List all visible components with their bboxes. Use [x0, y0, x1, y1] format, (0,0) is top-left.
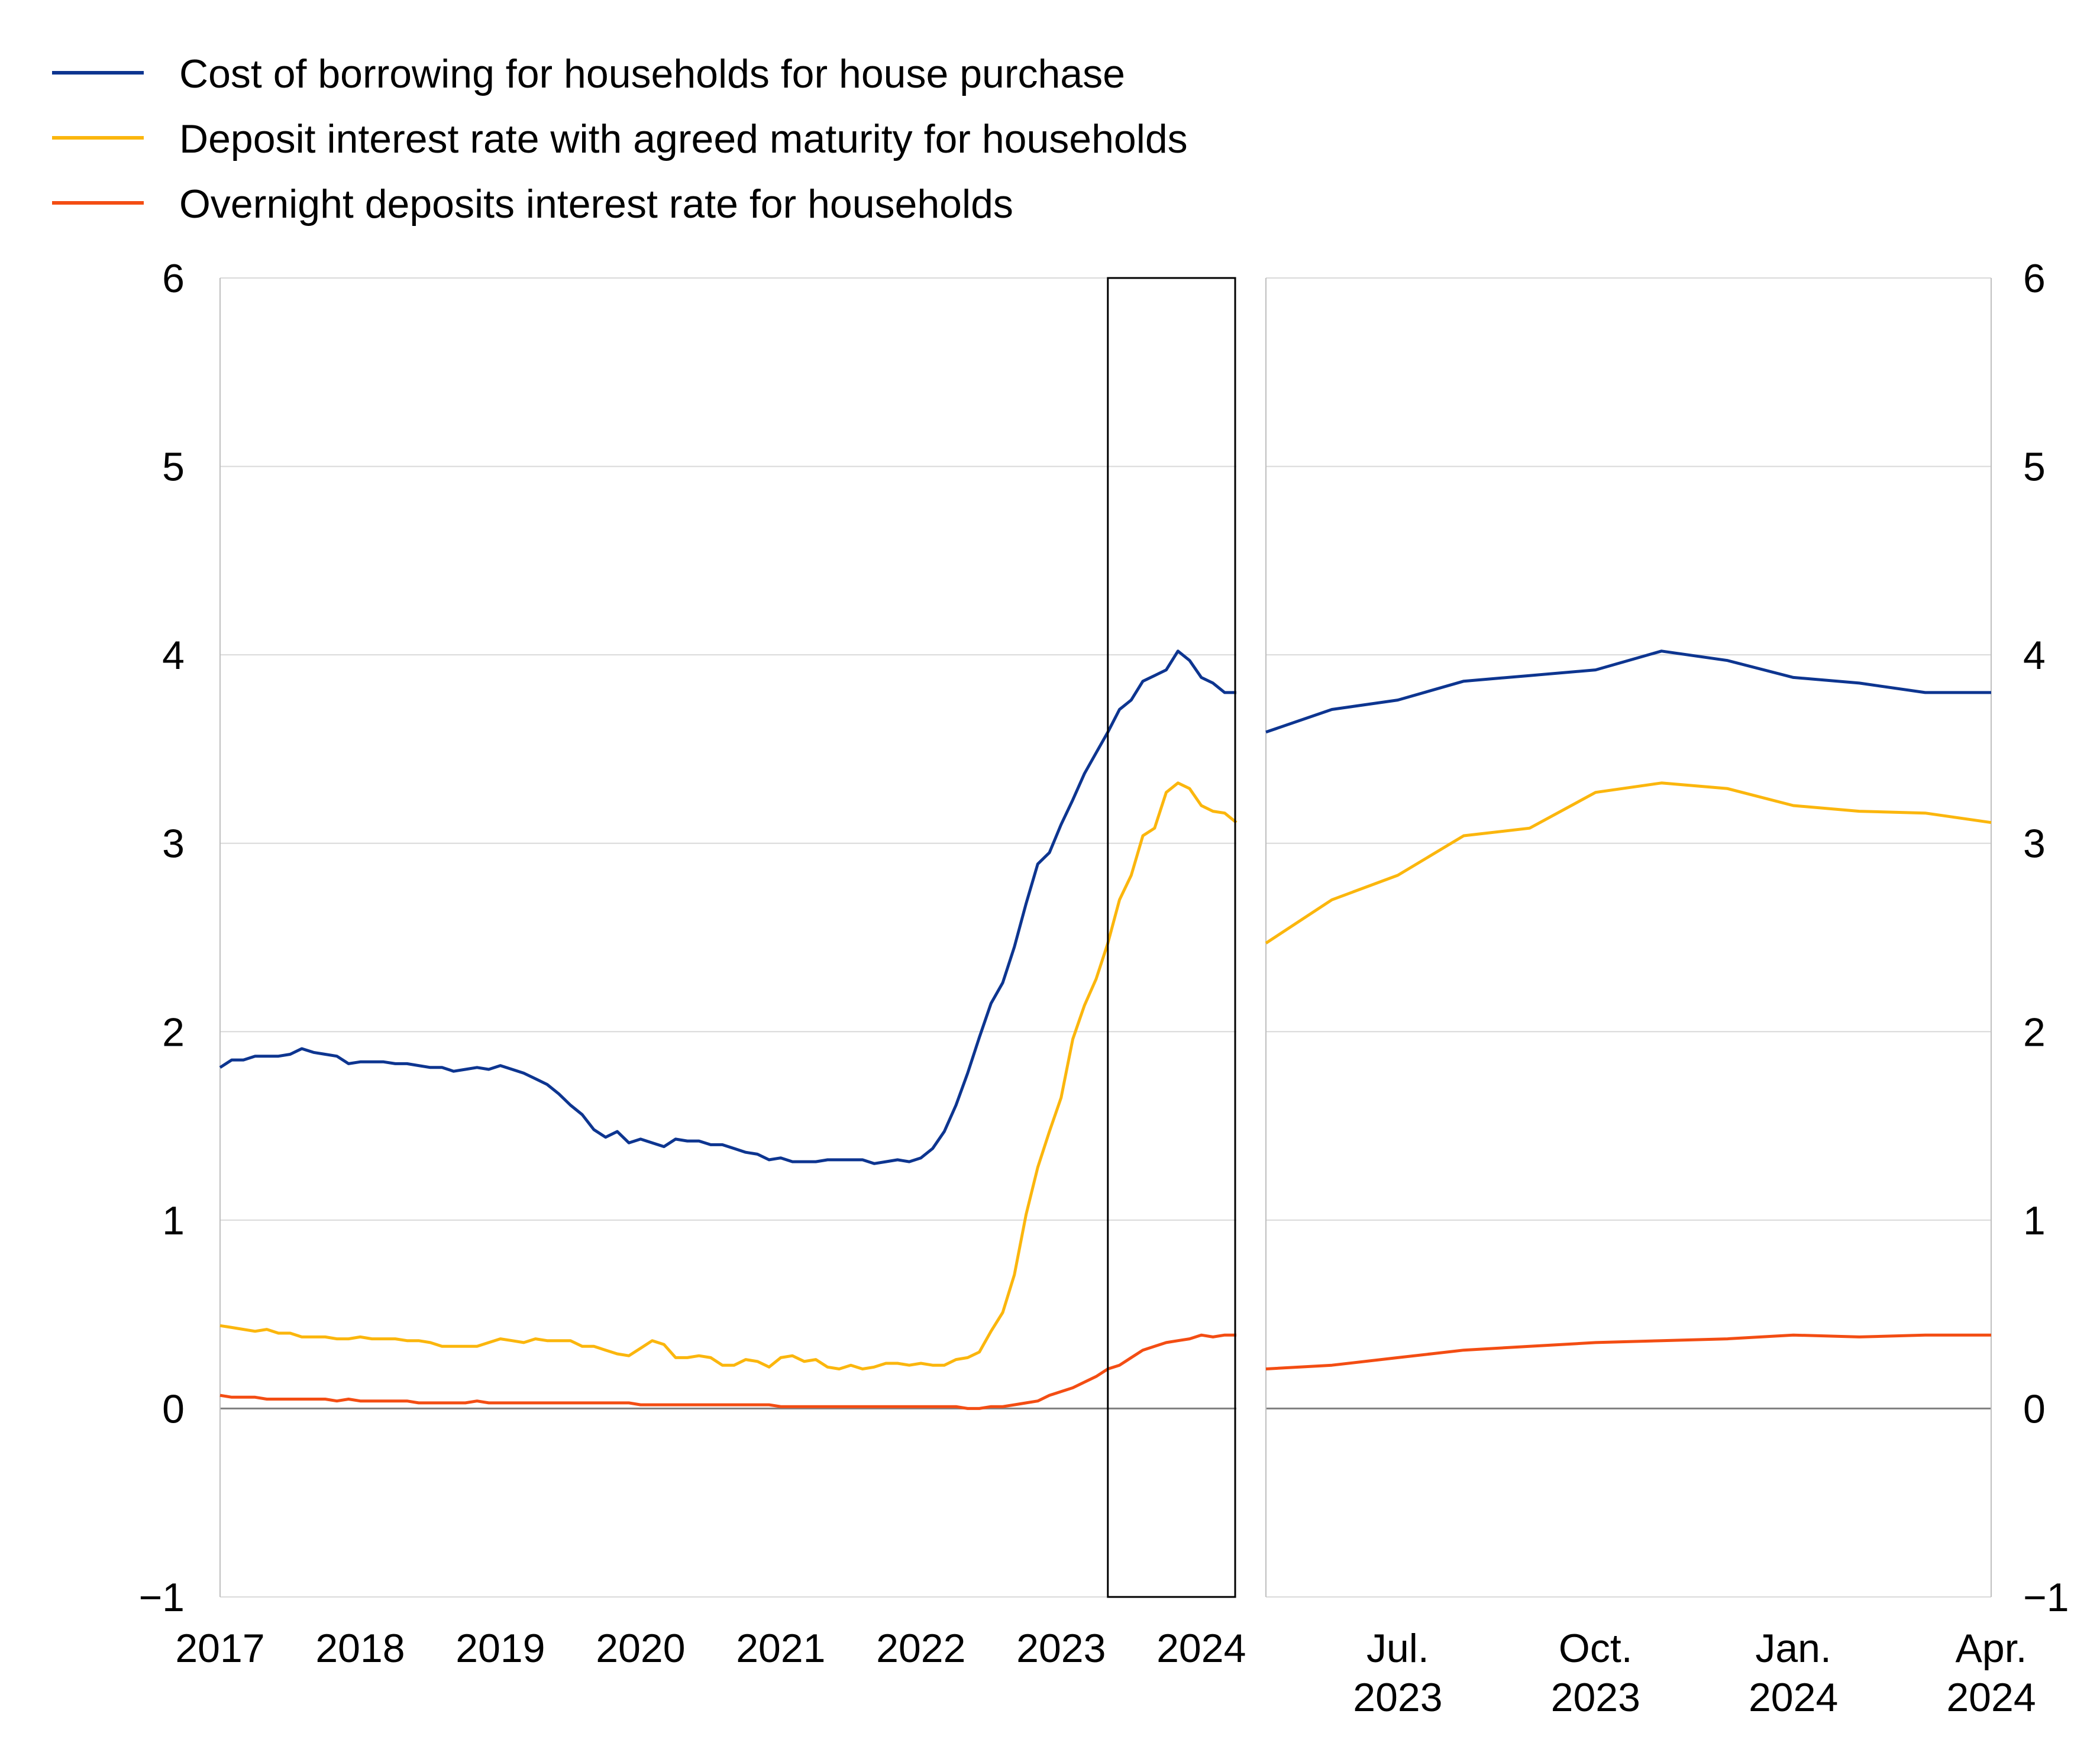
x-tick-label-year: 2024	[1946, 1675, 2036, 1720]
y-tick-label-left: 0	[162, 1386, 185, 1431]
x-tick-label-year: 2019	[455, 1626, 545, 1671]
y-tick-label-left: 5	[162, 445, 185, 490]
legend-swatch	[52, 201, 144, 205]
x-tick-label-month: Apr.	[1956, 1626, 2027, 1671]
y-tick-label-left: 6	[162, 256, 185, 301]
x-tick-label-month: Jul.	[1366, 1626, 1429, 1671]
x-tick-label-year: 2018	[315, 1626, 405, 1671]
y-tick-label-left: 3	[162, 822, 185, 866]
x-tick-label-year: 2017	[175, 1626, 264, 1671]
x-tick-label-year: 2024	[1749, 1675, 1838, 1720]
y-tick-label-left: 1	[162, 1198, 185, 1243]
series-line-left-0	[219, 649, 1236, 1165]
x-tick-label-year: 2023	[1353, 1675, 1442, 1720]
x-tick-label-year: 2023	[1551, 1675, 1640, 1720]
legend-label: Overnight deposits interest rate for hou…	[179, 182, 1013, 227]
y-tick-label-right: 5	[2023, 445, 2046, 490]
series-line-right-2	[1265, 1333, 1991, 1370]
legend-swatch	[52, 71, 144, 75]
y-tick-label-right: −1	[2023, 1575, 2069, 1620]
y-tick-label-right: 0	[2023, 1386, 2046, 1431]
y-tick-label-right: 4	[2023, 633, 2046, 678]
series-line-left-2	[219, 1333, 1236, 1410]
y-tick-label-right: 2	[2023, 1010, 2046, 1055]
legend-swatch	[52, 136, 144, 140]
x-tick-label-year: 2020	[596, 1626, 685, 1671]
y-tick-label-right: 3	[2023, 822, 2046, 866]
y-tick-label-left: 2	[162, 1010, 185, 1055]
x-tick-label-month: Jan.	[1755, 1626, 1831, 1671]
series-line-left-1	[219, 781, 1238, 1370]
x-tick-label-year: 2023	[1016, 1626, 1106, 1671]
legend-label: Deposit interest rate with agreed maturi…	[179, 117, 1188, 161]
y-tick-label-left: 4	[162, 633, 185, 678]
x-tick-label-year: 2022	[876, 1626, 965, 1671]
y-tick-label-right: 1	[2023, 1198, 2046, 1243]
legend-label: Cost of borrowing for households for hou…	[179, 51, 1125, 96]
y-tick-label-right: 6	[2023, 256, 2046, 301]
y-tick-label-left: −1	[138, 1575, 185, 1620]
x-tick-label-year: 2021	[736, 1626, 825, 1671]
series-line-right-0	[1265, 649, 1991, 734]
x-tick-label-month: Oct.	[1559, 1626, 1633, 1671]
zoom-highlight-box	[1107, 277, 1236, 1598]
x-tick-label-year: 2024	[1156, 1626, 1246, 1671]
series-line-right-1	[1265, 781, 1992, 945]
